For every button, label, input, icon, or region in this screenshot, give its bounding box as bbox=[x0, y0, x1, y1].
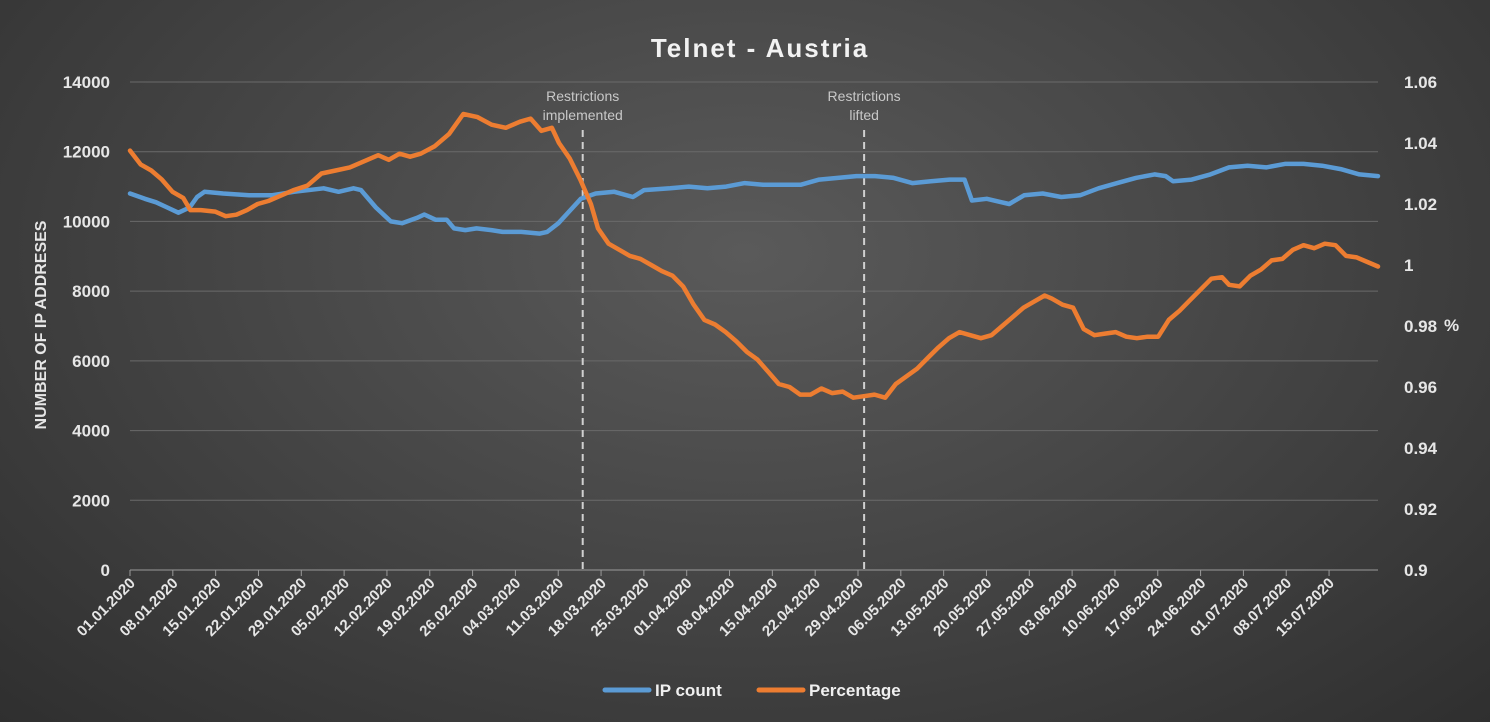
legend: IP count Percentage bbox=[602, 681, 901, 700]
event-label: implemented bbox=[543, 107, 623, 123]
right-tick-label: 0.98 bbox=[1404, 317, 1437, 336]
ip-count-line bbox=[127, 161, 1381, 236]
event-markers: Restrictions implemented Restrictions lifte… bbox=[543, 88, 901, 570]
event-label: Restrictions bbox=[828, 88, 901, 104]
left-y-axis: 0 2000 4000 6000 8000 10000 12000 14000 bbox=[63, 73, 110, 580]
left-tick-label: 14000 bbox=[63, 73, 110, 92]
chart-title: Telnet - Austria bbox=[651, 33, 869, 63]
left-tick-label: 0 bbox=[101, 561, 110, 580]
right-tick-label: 1.04 bbox=[1404, 134, 1438, 153]
legend-label: IP count bbox=[655, 681, 722, 700]
right-tick-label: 0.94 bbox=[1404, 439, 1438, 458]
left-tick-label: 8000 bbox=[72, 282, 110, 301]
right-tick-label: 0.92 bbox=[1404, 500, 1437, 519]
right-tick-label: 0.9 bbox=[1404, 561, 1428, 580]
right-y-axis: 0.9 0.92 0.94 0.96 0.98 1 1.02 1.04 1.06 bbox=[1404, 73, 1438, 580]
left-tick-label: 4000 bbox=[72, 422, 110, 441]
right-tick-label: 1.06 bbox=[1404, 73, 1437, 92]
left-tick-label: 10000 bbox=[63, 212, 110, 231]
series-lines bbox=[127, 111, 1381, 400]
left-axis-title: NUMBER OF IP ADDRESES bbox=[33, 220, 50, 429]
gridlines bbox=[130, 81, 1378, 571]
right-axis-title: % bbox=[1444, 316, 1459, 335]
x-axis: 01.01.202008.01.202015.01.202022.01.2020… bbox=[74, 570, 1338, 640]
event-label: Restrictions bbox=[546, 88, 619, 104]
right-tick-label: 0.96 bbox=[1404, 378, 1437, 397]
right-tick-label: 1 bbox=[1404, 256, 1413, 275]
left-tick-label: 2000 bbox=[72, 491, 110, 510]
legend-label: Percentage bbox=[809, 681, 901, 700]
percentage-line bbox=[127, 111, 1381, 400]
left-tick-label: 6000 bbox=[72, 352, 110, 371]
event-label: lifted bbox=[849, 107, 879, 123]
right-tick-label: 1.02 bbox=[1404, 195, 1437, 214]
left-tick-label: 12000 bbox=[63, 143, 110, 162]
